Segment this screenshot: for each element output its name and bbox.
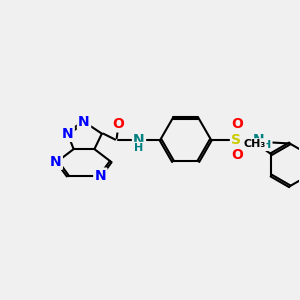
Text: N: N xyxy=(62,127,74,141)
Text: N: N xyxy=(50,154,61,169)
Text: N: N xyxy=(133,133,145,147)
Text: O: O xyxy=(112,117,124,131)
Text: H: H xyxy=(262,140,272,150)
Text: H: H xyxy=(134,143,144,153)
Text: N: N xyxy=(253,133,264,147)
Text: O: O xyxy=(232,148,244,162)
Text: CH₃: CH₃ xyxy=(243,140,265,149)
Text: N: N xyxy=(94,169,106,183)
Text: S: S xyxy=(231,133,241,147)
Text: N: N xyxy=(78,115,90,129)
Text: O: O xyxy=(232,117,244,131)
